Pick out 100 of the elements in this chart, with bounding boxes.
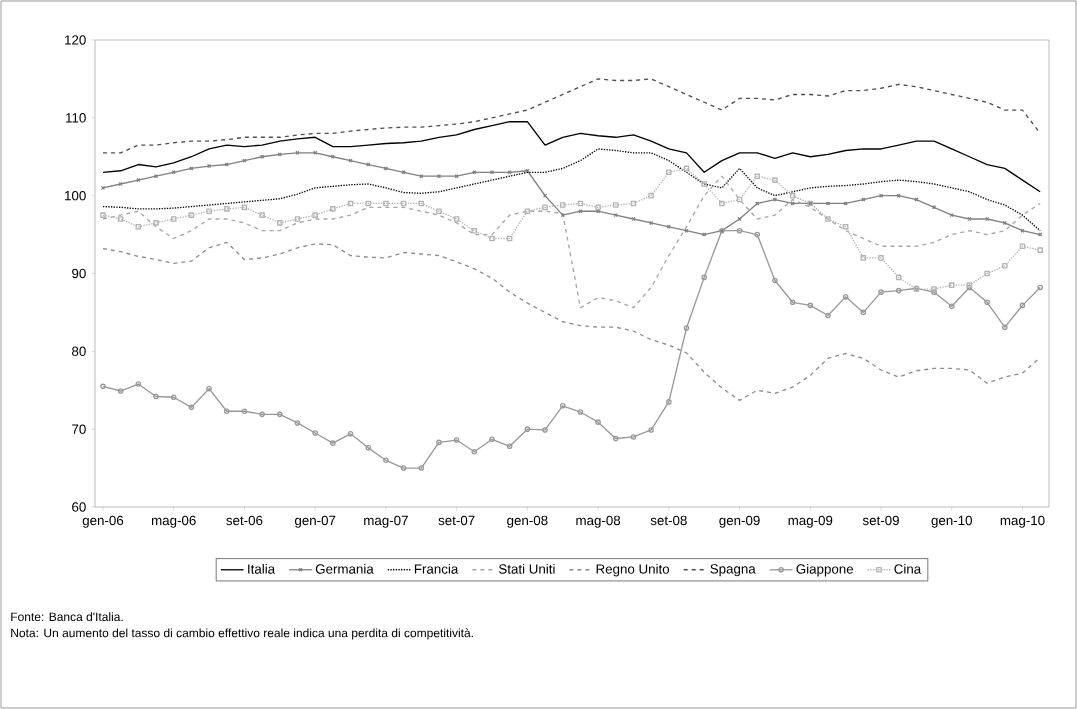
point [542,427,548,433]
point [436,208,442,215]
point [259,154,265,159]
point [560,212,565,218]
point [772,197,778,202]
point [383,200,389,207]
point [842,223,849,230]
x-tick-label: mag-08 [576,515,621,528]
legend-label: Cina [894,563,922,574]
point [630,434,637,440]
point [648,427,654,433]
point [914,197,919,202]
point [135,381,142,387]
point [383,166,389,171]
point [861,197,866,202]
point [772,277,778,284]
point [489,436,495,443]
point [648,192,654,199]
point [860,255,867,261]
point [277,152,282,157]
x-tick-label: gen-09 [719,515,760,528]
point [224,162,229,167]
point [206,208,212,215]
point [949,212,954,218]
point [276,220,283,226]
point [737,216,742,222]
text: Nota: Un aumento del tasso di cambio effettivo reale indica una perdita di competitività. [11,628,473,640]
point [895,287,902,294]
point [294,420,301,426]
point [418,200,425,207]
point [312,212,318,218]
point [878,289,884,295]
x-tick-label: gen-10 [931,515,972,528]
point [471,448,478,455]
legend-label: Spagna [710,564,756,577]
point [825,216,831,222]
point [666,399,672,405]
point [506,443,513,450]
y-tick-label: 120 [65,35,86,45]
point [772,177,778,183]
point [419,174,424,179]
point [683,325,690,331]
point [542,193,548,198]
point [559,202,566,208]
point [348,158,353,163]
point [825,201,831,206]
point [701,181,707,187]
point [754,231,761,238]
point [701,274,707,281]
point [524,426,531,432]
point [330,154,336,159]
point [967,216,972,222]
point [878,193,884,198]
point [347,431,354,437]
point [825,312,831,319]
x-tick-label: gen-08 [507,515,548,528]
point [153,220,159,226]
point [1020,228,1025,233]
point [559,403,566,409]
y-tick-label: 60 [72,502,86,512]
point [755,201,760,206]
point [1002,262,1008,269]
point [684,228,689,233]
point [860,309,867,316]
point [1019,243,1026,250]
point [595,419,601,425]
point [454,174,459,179]
point [100,212,106,218]
point [984,216,990,222]
legend-label: Regno Unito [596,563,670,577]
point [153,393,159,400]
point [842,294,849,300]
y-tick-label: 100 [65,190,86,201]
source-note: Fonte: Banca d'Italia. [11,612,123,622]
point [578,209,583,214]
point [577,409,584,415]
y-tick-label: 80 [72,346,86,357]
point [595,204,601,211]
y-tick-label: 70 [72,424,86,434]
point [206,385,212,392]
x-tick-label: set-09 [862,515,899,526]
point [895,274,902,281]
legend-label: Italia [248,563,276,574]
point [117,216,124,222]
point [365,200,372,207]
line-series [102,121,1041,193]
point [453,437,460,443]
point [136,177,141,183]
x-tick-label: mag-10 [1000,515,1045,528]
point [789,299,796,306]
point [631,216,636,222]
point [702,232,707,237]
point [666,169,672,176]
point [878,255,884,261]
point [807,302,814,309]
point [719,200,725,207]
point [383,457,389,464]
point [223,408,230,415]
point [153,174,159,179]
point [223,206,230,212]
